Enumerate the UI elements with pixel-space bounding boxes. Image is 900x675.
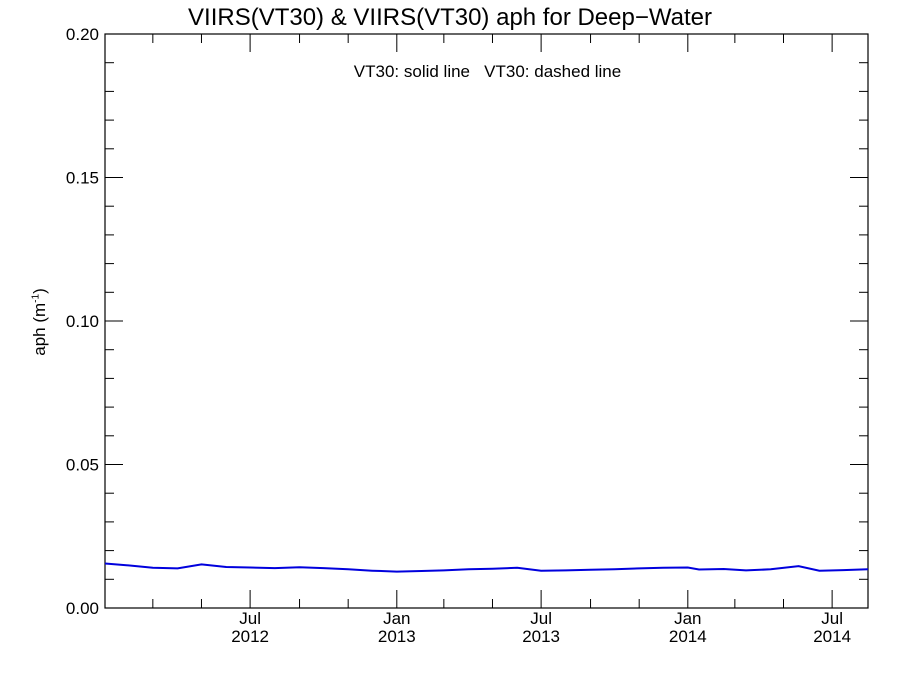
y-tick-label: 0.10 xyxy=(66,312,99,331)
series-group xyxy=(104,562,869,573)
y-tick-label: 0.05 xyxy=(66,456,99,475)
y-tick-label: 0.20 xyxy=(66,25,99,44)
x-tick-label-year: 2014 xyxy=(669,627,707,646)
x-tick-label-month: Jul xyxy=(821,609,843,628)
x-tick-label-year: 2014 xyxy=(813,627,851,646)
x-tick-label-month: Jan xyxy=(674,609,701,628)
x-tick-label-month: Jan xyxy=(383,609,410,628)
x-tick-label-month: Jul xyxy=(239,609,261,628)
x-tick-label-year: 2012 xyxy=(231,627,269,646)
y-tick-labels: 0.00 0.05 0.10 0.15 0.20 xyxy=(66,25,99,618)
axis-ticks xyxy=(105,33,868,609)
chart-title: VIIRS(VT30) & VIIRS(VT30) aph for Deep−W… xyxy=(188,4,712,31)
series-line xyxy=(104,562,869,573)
y-tick-label: 0.15 xyxy=(66,169,99,188)
x-tick-label-year: 2013 xyxy=(378,627,416,646)
y-tick-label: 0.00 xyxy=(66,599,99,618)
legend-text: VT30: solid line VT30: dashed line xyxy=(353,62,622,81)
plot-frame xyxy=(104,33,869,609)
x-tick-label-year: 2013 xyxy=(522,627,560,646)
x-tick-label-month: Jul xyxy=(530,609,552,628)
